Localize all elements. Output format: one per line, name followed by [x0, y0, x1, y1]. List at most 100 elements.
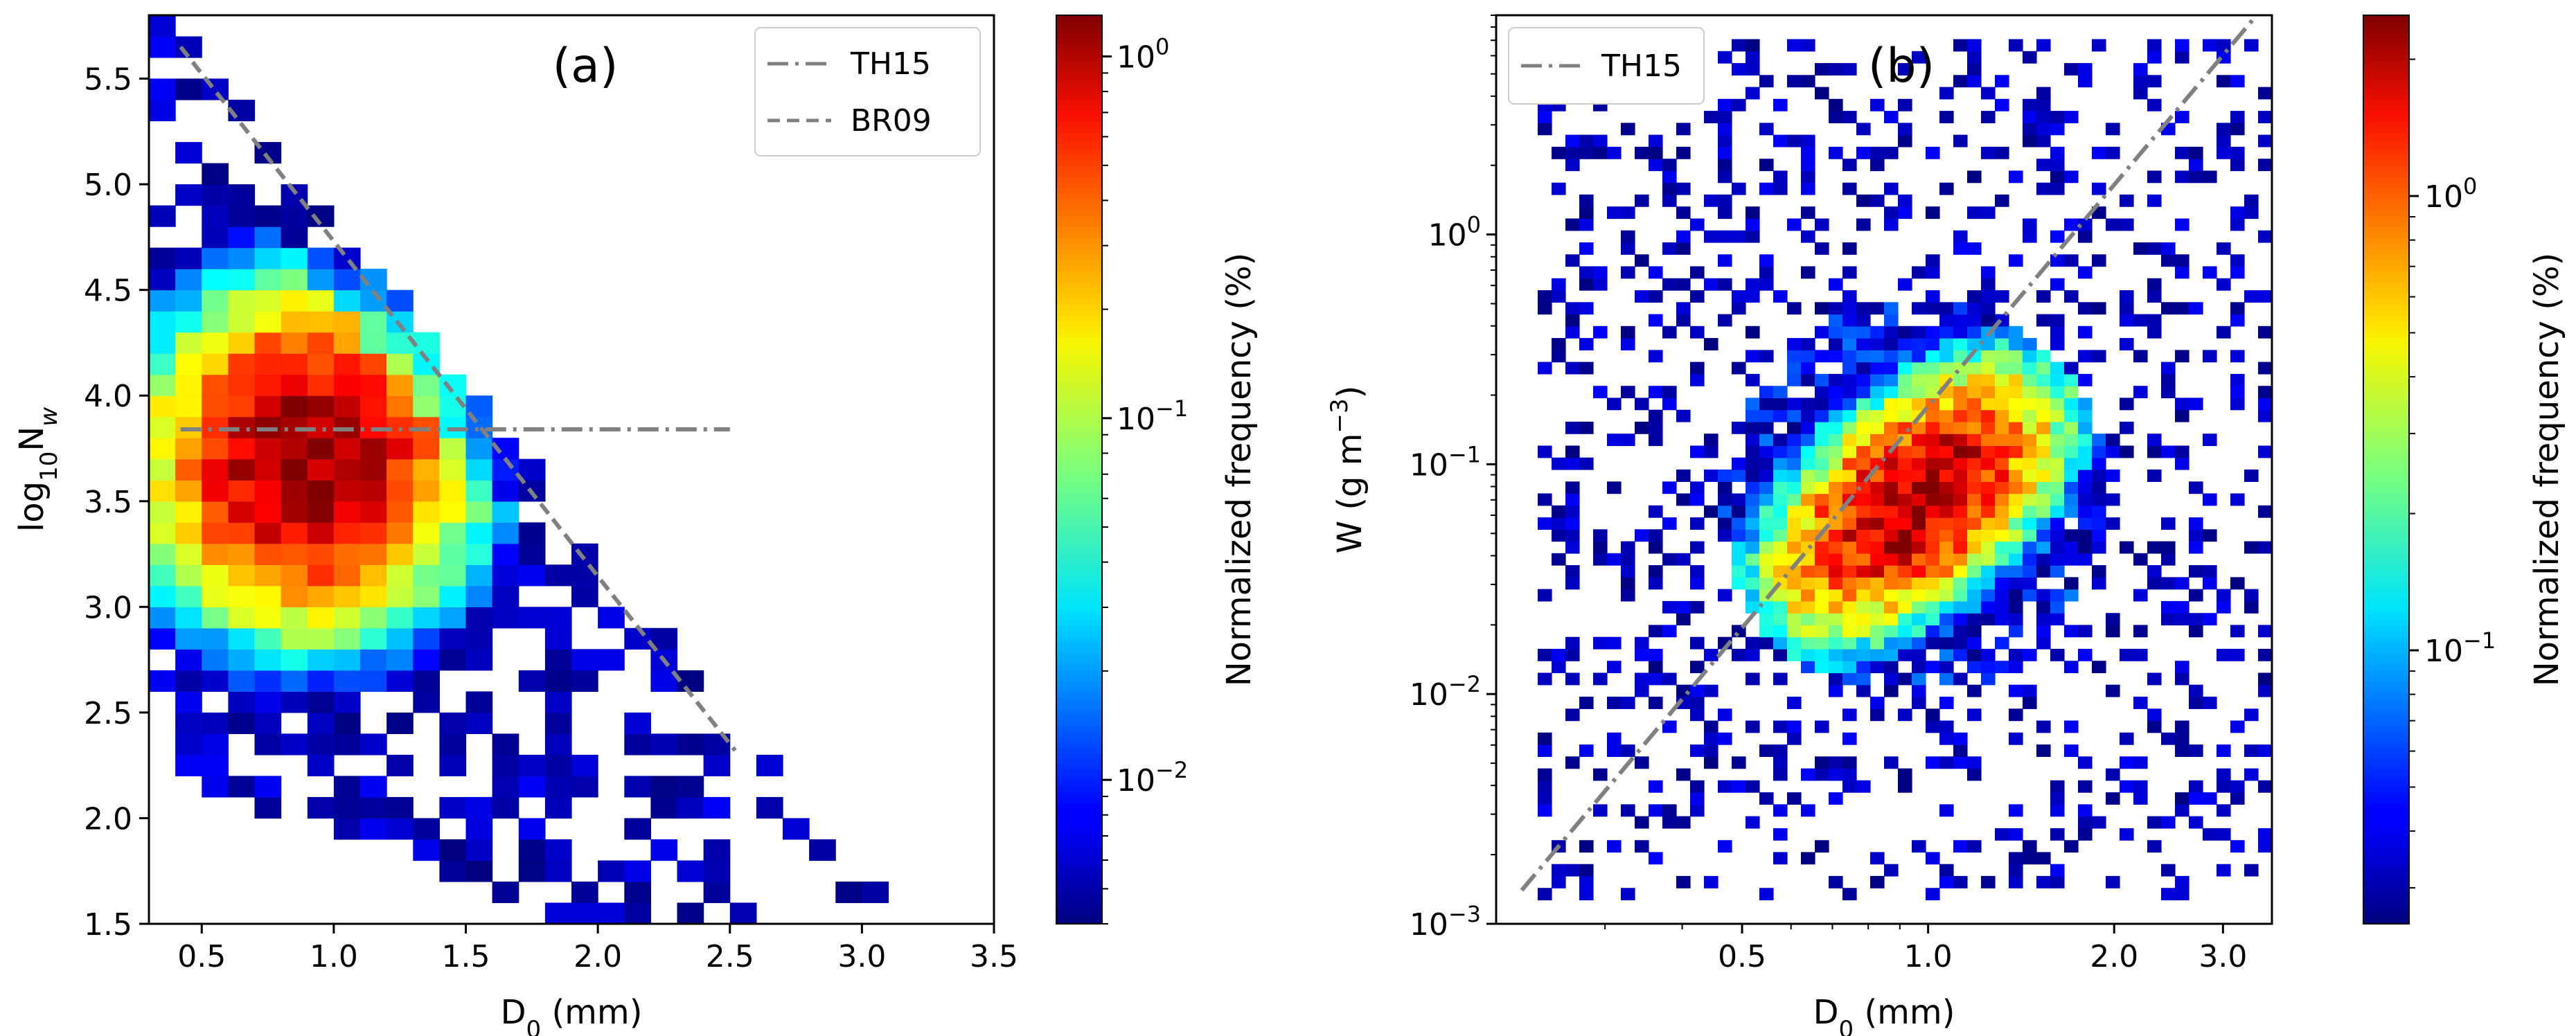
panel-b-colorbar [2363, 15, 2410, 925]
heatmap-cell [1926, 541, 1940, 554]
heatmap-cell [2189, 517, 2203, 530]
heatmap-cell [1829, 445, 1843, 458]
heatmap-cell [1759, 421, 1774, 434]
heatmap-cell [2050, 445, 2065, 458]
heatmap-cell [1995, 146, 2009, 159]
heatmap-cell [360, 395, 387, 418]
heatmap-cell [1898, 409, 1912, 422]
heatmap-cell [2217, 146, 2231, 159]
heatmap-cell [1538, 888, 1552, 901]
heatmap-cell [1718, 111, 1732, 123]
heatmap-cell [1870, 457, 1885, 470]
heatmap-cell [1967, 51, 1982, 64]
heatmap-cell [1926, 888, 1940, 901]
heatmap-cell [439, 480, 467, 502]
heatmap-cell [1884, 373, 1899, 386]
heatmap-cell [1801, 481, 1815, 494]
heatmap-cell [624, 733, 651, 756]
heatmap-cell [2064, 445, 2079, 458]
heatmap-cell [1565, 146, 1580, 159]
heatmap-cell [1704, 338, 1718, 350]
heatmap-cell [2078, 409, 2093, 422]
heatmap-cell [202, 163, 229, 185]
heatmap-cell [413, 627, 440, 650]
heatmap-cell [2050, 505, 2065, 518]
heatmap-cell [1815, 756, 1829, 769]
heatmap-cell [439, 585, 467, 607]
heatmap-cell [1718, 505, 1732, 518]
heatmap-cell [703, 754, 731, 776]
heatmap-cell [1912, 302, 1926, 315]
heatmap-cell [1718, 230, 1732, 243]
heatmap-cell [1732, 290, 1746, 303]
heatmap-cell [465, 480, 493, 502]
heatmap-cell [413, 458, 440, 481]
heatmap-cell [1842, 613, 1857, 626]
heatmap-cell [1704, 445, 1718, 458]
heatmap-cell [1939, 720, 1954, 733]
heatmap-cell [2036, 541, 2051, 554]
heatmap-cell [2258, 625, 2272, 638]
heatmap-cell [1759, 744, 1774, 757]
heatmap-cell [1579, 744, 1594, 757]
heatmap-cell [2064, 373, 2079, 386]
heatmap-cell [1842, 481, 1857, 494]
heatmap-cell [387, 712, 414, 734]
heatmap-cell [2175, 744, 2189, 757]
heatmap-cell [2217, 39, 2231, 52]
heatmap-cell [2175, 302, 2189, 315]
heatmap-cell [1635, 194, 1649, 207]
heatmap-cell [1801, 434, 1815, 447]
heatmap-cell [1718, 134, 1732, 148]
heatmap-cell [228, 269, 256, 291]
heatmap-cell [2175, 457, 2189, 470]
heatmap-cell [2189, 302, 2203, 315]
heatmap-cell [1676, 230, 1691, 243]
heatmap-cell [1981, 87, 1996, 100]
heatmap-cell [1801, 636, 1815, 650]
heatmap-cell [1995, 434, 2009, 447]
heatmap-cell [1649, 577, 1663, 590]
heatmap-cell [2120, 648, 2134, 661]
heatmap-cell [1787, 218, 1802, 231]
heatmap-cell [2023, 541, 2037, 554]
heatmap-cell [2189, 792, 2203, 805]
heatmap-cell [571, 902, 598, 924]
heatmap-cell [1787, 302, 1802, 315]
heatmap-cell [1856, 493, 1871, 506]
heatmap-cell [175, 374, 202, 396]
heatmap-cell [1926, 421, 1940, 434]
heatmap-cell [228, 247, 256, 269]
heatmap-cell [2189, 170, 2203, 184]
heatmap-cell [1787, 517, 1802, 530]
heatmap-cell [333, 564, 361, 587]
heatmap-cell [1870, 661, 1885, 674]
heatmap-cell [149, 311, 176, 333]
heatmap-cell [1967, 457, 1982, 470]
heatmap-cell [2078, 434, 2093, 447]
heatmap-cell [1732, 182, 1746, 195]
heatmap-cell [1801, 398, 1815, 411]
heatmap-cell [2189, 159, 2203, 172]
panel-a-x-label: D0 (mm) [501, 993, 643, 1036]
heatmap-cell [1953, 625, 1968, 638]
heatmap-cell [1967, 434, 1982, 447]
heatmap-cell [1856, 541, 1871, 554]
heatmap-cell [1842, 768, 1857, 781]
heatmap-cell [1912, 565, 1926, 578]
heatmap-cell [1842, 600, 1857, 614]
heatmap-cell [439, 607, 467, 629]
heatmap-cell [1815, 553, 1829, 566]
heatmap-cell [2106, 792, 2120, 805]
heatmap-cell [387, 607, 414, 629]
heatmap-cell [1773, 553, 1788, 566]
heatmap-cell [2064, 481, 2079, 494]
heatmap-cell [1967, 613, 1982, 626]
heatmap-cell [1787, 697, 1802, 709]
heatmap-cell [1842, 708, 1857, 722]
heatmap-cell [307, 353, 335, 375]
heatmap-cell [2106, 146, 2120, 159]
heatmap-cell [360, 374, 387, 396]
heatmap-cell [1718, 159, 1732, 172]
